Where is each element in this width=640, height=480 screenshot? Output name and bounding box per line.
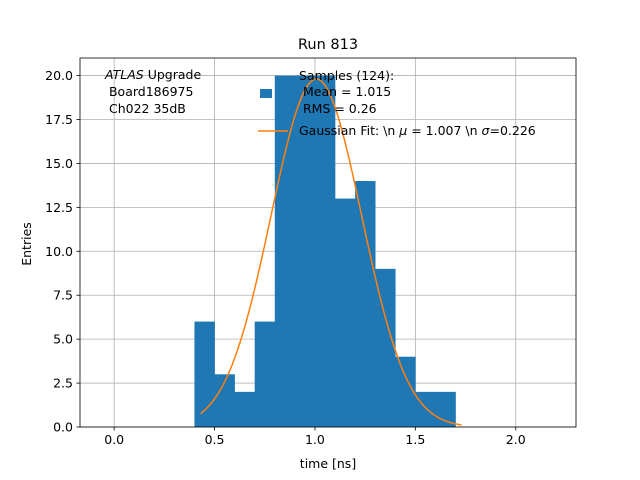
- atlas-annotation: ATLAS Upgrade Board186975 Ch022 35dB: [104, 67, 201, 116]
- axes-frame: [79, 57, 577, 428]
- legend-fit-post: =0.226: [489, 123, 535, 138]
- legend-fit-pre: Gaussian Fit: \n: [299, 123, 399, 138]
- y-tick-label: 12.5: [45, 200, 73, 215]
- histogram-bar: [395, 356, 416, 427]
- y-tick-label: 7.5: [53, 288, 73, 303]
- histogram-bar: [234, 391, 256, 427]
- y-axis-label: Entries: [19, 222, 34, 266]
- x-tick-label: 2.0: [506, 432, 526, 447]
- y-tick-label: 0.0: [53, 420, 73, 435]
- annotation-line-2: Board186975: [105, 84, 193, 99]
- legend-fit-label: Gaussian Fit: \n μ = 1.007 \n σ=0.226: [299, 123, 536, 138]
- y-tick-label: 10.0: [45, 244, 73, 259]
- legend-fit-mu: μ: [398, 123, 407, 138]
- annotation-line-1: ATLAS Upgrade: [104, 67, 201, 82]
- x-tick-label: 1.0: [305, 432, 325, 447]
- histogram-bar: [274, 75, 296, 428]
- y-tick-label: 17.5: [45, 112, 73, 127]
- histogram-bar: [335, 198, 356, 427]
- histogram-bar: [254, 321, 276, 427]
- axes-spines: [79, 57, 577, 428]
- ticks: 0.0 0.5 1.0 1.5 2.0 0.0 2.5 5.0 7.5 10.0 12.5 15.0 1…: [45, 68, 526, 447]
- fit-curve: [200, 78, 462, 426]
- legend-histogram-line-3: RMS = 0.26: [299, 101, 377, 116]
- legend-fit-mid: = 1.007 \n: [407, 123, 481, 138]
- annotation-line-3: Ch022 35dB: [105, 101, 186, 116]
- legend: Samples (124): Mean = 1.015 RMS = 0.26 G…: [258, 68, 536, 138]
- x-tick-label: 1.5: [405, 432, 425, 447]
- x-tick-label: 0.0: [104, 432, 124, 447]
- legend-histogram-line-2: Mean = 1.015: [299, 84, 391, 99]
- histogram-bars: [194, 75, 456, 428]
- histogram-bar: [415, 391, 436, 427]
- legend-histogram-line-1: Samples (124):: [299, 68, 394, 83]
- y-tick-label: 15.0: [45, 156, 73, 171]
- annotation-italic: ATLAS: [104, 67, 144, 82]
- gaussian-fit: [200, 78, 462, 426]
- x-axis-label: time [ns]: [300, 456, 356, 471]
- histogram-bar: [214, 374, 235, 427]
- chart-title: Run 813: [298, 37, 358, 53]
- legend-fit-sigma: σ: [482, 123, 491, 138]
- y-tick-label: 5.0: [53, 332, 73, 347]
- histogram-bar: [194, 321, 215, 427]
- annotation-line-1-rest: Upgrade: [144, 67, 202, 82]
- y-tick-label: 20.0: [45, 68, 73, 83]
- histogram-bar: [355, 181, 376, 427]
- histogram-bar: [375, 268, 396, 427]
- histogram-bar: [294, 75, 316, 428]
- legend-histogram-swatch: [260, 89, 272, 98]
- y-tick-label: 2.5: [53, 376, 73, 391]
- x-tick-label: 0.5: [205, 432, 225, 447]
- histogram-bar: [314, 75, 336, 428]
